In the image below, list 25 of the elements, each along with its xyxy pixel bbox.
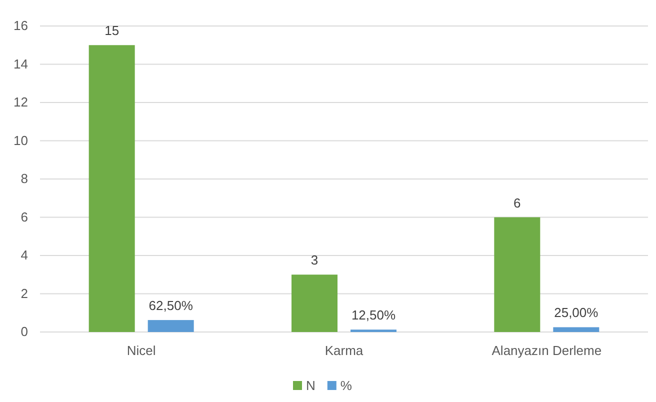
bar bbox=[88, 45, 135, 332]
y-tick-label: 8 bbox=[20, 171, 28, 186]
legend-label: % bbox=[340, 378, 352, 393]
data-label: 12,50% bbox=[351, 308, 396, 323]
data-label: 15 bbox=[104, 23, 120, 38]
legend-label: N bbox=[306, 378, 316, 393]
x-tick-label: Alanyazın Derleme bbox=[492, 343, 602, 358]
y-tick-label: 12 bbox=[14, 94, 28, 110]
data-label: 6 bbox=[514, 195, 521, 210]
x-tick-label: Nicel bbox=[126, 343, 156, 358]
y-tick-label: 16 bbox=[14, 18, 28, 34]
bar bbox=[494, 217, 540, 332]
y-tick-label: 0 bbox=[20, 324, 28, 340]
y-tick-label: 10 bbox=[14, 132, 28, 148]
y-tick-label: 2 bbox=[20, 286, 28, 301]
y-tick-label: 4 bbox=[20, 248, 28, 263]
x-tick-label: Karma bbox=[324, 343, 364, 358]
y-tick-label: 6 bbox=[20, 209, 28, 224]
bar bbox=[553, 327, 600, 332]
data-label: 3 bbox=[310, 252, 318, 268]
bar bbox=[148, 320, 194, 332]
data-label: 25,00% bbox=[554, 305, 599, 320]
y-tick-label: 14 bbox=[14, 56, 28, 72]
bar bbox=[292, 274, 338, 332]
data-label: 62,50% bbox=[148, 298, 194, 314]
